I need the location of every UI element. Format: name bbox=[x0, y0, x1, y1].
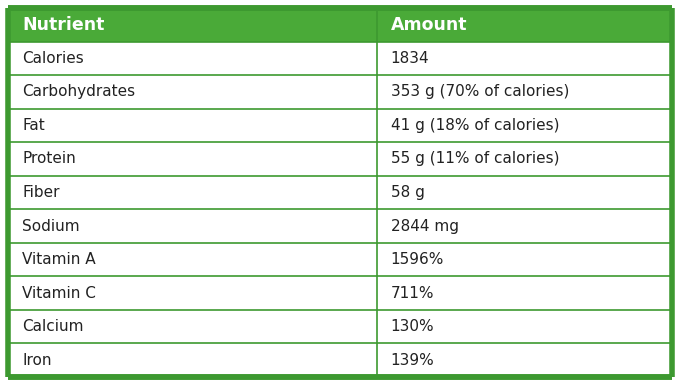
Text: 2844 mg: 2844 mg bbox=[390, 219, 458, 234]
Bar bbox=[8, 75, 672, 109]
Text: 130%: 130% bbox=[390, 319, 434, 334]
Text: 711%: 711% bbox=[390, 286, 434, 301]
Text: 1596%: 1596% bbox=[390, 252, 444, 267]
Bar bbox=[8, 42, 672, 75]
Bar bbox=[8, 343, 672, 377]
Text: Calcium: Calcium bbox=[22, 319, 84, 334]
Text: Carbohydrates: Carbohydrates bbox=[22, 84, 135, 99]
Bar bbox=[8, 109, 672, 142]
Text: Vitamin A: Vitamin A bbox=[22, 252, 96, 267]
Text: Iron: Iron bbox=[22, 353, 52, 368]
Bar bbox=[8, 8, 672, 42]
Text: Nutrient: Nutrient bbox=[22, 16, 104, 34]
Text: 139%: 139% bbox=[390, 353, 435, 368]
Text: Amount: Amount bbox=[390, 16, 467, 34]
Text: 55 g (11% of calories): 55 g (11% of calories) bbox=[390, 151, 559, 166]
Bar bbox=[8, 176, 672, 209]
Bar bbox=[8, 310, 672, 343]
Text: Calories: Calories bbox=[22, 51, 84, 66]
Bar bbox=[8, 276, 672, 310]
Text: Fiber: Fiber bbox=[22, 185, 60, 200]
Text: 353 g (70% of calories): 353 g (70% of calories) bbox=[390, 84, 569, 99]
Text: 1834: 1834 bbox=[390, 51, 429, 66]
Text: 58 g: 58 g bbox=[390, 185, 424, 200]
Text: Vitamin C: Vitamin C bbox=[22, 286, 96, 301]
Text: Protein: Protein bbox=[22, 151, 75, 166]
Bar bbox=[8, 209, 672, 243]
Text: 41 g (18% of calories): 41 g (18% of calories) bbox=[390, 118, 559, 133]
Bar bbox=[8, 243, 672, 276]
Text: Sodium: Sodium bbox=[22, 219, 80, 234]
Text: Fat: Fat bbox=[22, 118, 45, 133]
Bar bbox=[8, 142, 672, 176]
